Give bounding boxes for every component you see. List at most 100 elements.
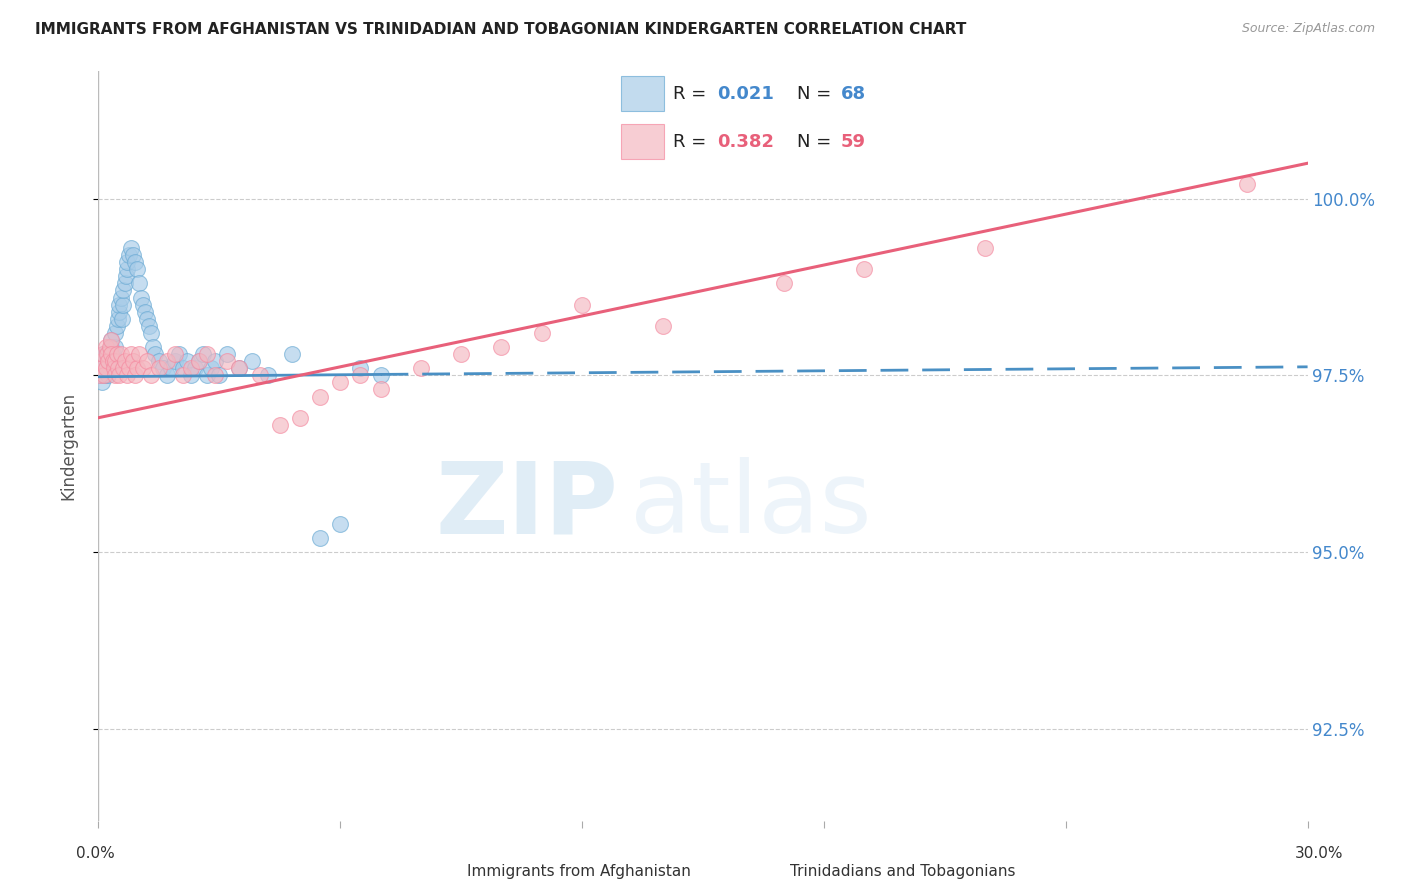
Point — [370, 383, 392, 397]
Point — [94, 354, 117, 368]
Point — [98, 340, 121, 354]
Point — [94, 368, 117, 383]
Point — [105, 347, 128, 361]
Point — [91, 376, 114, 390]
Point — [100, 340, 122, 354]
Point — [974, 241, 997, 255]
Point — [1236, 178, 1258, 192]
Point — [135, 311, 157, 326]
Point — [143, 347, 166, 361]
Point — [105, 318, 128, 333]
Point — [148, 361, 170, 376]
Text: 68: 68 — [841, 85, 866, 103]
Text: R =: R = — [673, 133, 713, 151]
Point — [128, 277, 150, 291]
Point — [104, 326, 127, 340]
Point — [530, 326, 553, 340]
Point — [195, 347, 218, 361]
Point — [217, 347, 239, 361]
Point — [163, 347, 186, 361]
Point — [204, 354, 226, 368]
Point — [135, 354, 157, 368]
Point — [288, 410, 311, 425]
Point — [93, 361, 115, 376]
Text: R =: R = — [673, 85, 713, 103]
Point — [240, 354, 263, 368]
Text: Trinidadians and Tobagonians: Trinidadians and Tobagonians — [790, 864, 1015, 879]
Point — [118, 361, 141, 376]
Point — [188, 354, 211, 368]
Point — [329, 376, 352, 390]
Point — [118, 248, 141, 262]
FancyBboxPatch shape — [621, 124, 664, 159]
Point — [96, 347, 118, 361]
Text: 0.021: 0.021 — [717, 85, 773, 103]
Point — [132, 361, 155, 376]
Point — [269, 417, 291, 432]
Point — [172, 361, 194, 376]
Point — [450, 347, 472, 361]
Point — [100, 333, 122, 347]
Point — [370, 368, 392, 383]
Point — [228, 361, 250, 376]
Point — [115, 368, 138, 383]
Point — [93, 368, 115, 383]
Point — [176, 354, 198, 368]
Point — [132, 298, 155, 312]
Point — [309, 390, 332, 404]
Point — [152, 361, 174, 376]
Point — [107, 368, 129, 383]
Point — [110, 347, 132, 361]
Point — [103, 368, 125, 383]
FancyBboxPatch shape — [621, 76, 664, 111]
Point — [114, 269, 136, 284]
Point — [114, 354, 136, 368]
Text: 59: 59 — [841, 133, 866, 151]
Point — [142, 340, 165, 354]
Text: 0.0%: 0.0% — [76, 846, 115, 861]
Point — [329, 516, 352, 531]
Point — [139, 368, 162, 383]
Point — [409, 361, 432, 376]
Point — [100, 333, 122, 347]
Point — [180, 368, 202, 383]
Point — [103, 354, 125, 368]
Point — [107, 311, 129, 326]
Point — [200, 361, 222, 376]
Y-axis label: Kindergarten: Kindergarten — [59, 392, 77, 500]
Point — [651, 318, 673, 333]
Point — [128, 347, 150, 361]
Point — [115, 262, 138, 277]
Point — [193, 347, 215, 361]
Point — [107, 304, 129, 318]
Point — [117, 255, 139, 269]
Point — [349, 368, 371, 383]
Point — [94, 340, 117, 354]
Point — [156, 354, 179, 368]
Point — [124, 368, 146, 383]
Text: N =: N = — [797, 85, 837, 103]
Text: ZIP: ZIP — [436, 458, 619, 555]
Point — [100, 347, 122, 361]
Point — [96, 361, 118, 376]
Point — [97, 354, 120, 368]
Point — [172, 368, 194, 383]
Point — [101, 354, 124, 368]
Point — [139, 326, 162, 340]
Point — [111, 298, 134, 312]
Point — [195, 368, 218, 383]
Point — [772, 277, 794, 291]
Point — [91, 347, 114, 361]
Point — [571, 298, 593, 312]
Point — [112, 284, 135, 298]
Point — [89, 368, 111, 383]
Point — [188, 354, 211, 368]
Point — [134, 304, 156, 318]
Point — [491, 340, 513, 354]
Point — [217, 354, 239, 368]
Point — [101, 347, 124, 361]
Text: 0.382: 0.382 — [717, 133, 773, 151]
Point — [160, 361, 183, 376]
Point — [111, 361, 134, 376]
Point — [104, 354, 127, 368]
